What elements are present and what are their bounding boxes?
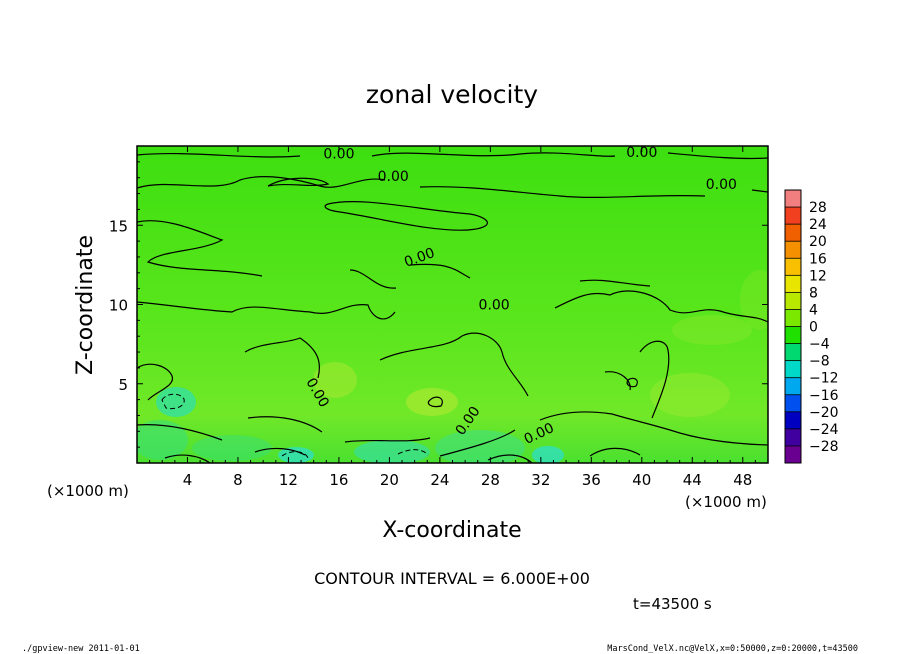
y-tick-label: 10 xyxy=(109,297,128,315)
colorbar-swatch xyxy=(785,275,801,293)
x-tick-label: 44 xyxy=(683,471,702,489)
x-tick-label: 16 xyxy=(329,471,348,489)
field-patch xyxy=(354,440,430,463)
field-patch xyxy=(313,362,357,398)
colorbar-label: 8 xyxy=(809,285,818,301)
chart-title: zonal velocity xyxy=(366,80,538,109)
y-tick-label: 15 xyxy=(109,217,128,235)
y-axis: 5 10 15 xyxy=(109,161,768,448)
zero-contours xyxy=(137,152,768,463)
colorbar-label: −12 xyxy=(809,371,839,387)
colorbar-swatch xyxy=(785,309,801,327)
x-tick-label: 4 xyxy=(183,471,193,489)
x-tick-label: 48 xyxy=(733,471,752,489)
colorbar-swatch xyxy=(785,343,801,361)
contour-label: 0.00 xyxy=(378,169,409,185)
field-patch xyxy=(650,373,730,417)
footer-right: MarsCond_VelX.nc@VelX,x=0:50000,z=0:2000… xyxy=(607,644,858,654)
colorbar-swatch xyxy=(785,241,801,259)
contour-label: 0.00 xyxy=(626,145,657,161)
colorbar-label: −20 xyxy=(809,405,839,421)
colorbar-swatch xyxy=(785,326,801,344)
colorbar-label: −4 xyxy=(809,337,830,353)
colorbar-swatch xyxy=(785,428,801,447)
x-tick-label: 40 xyxy=(632,471,651,489)
contour-label: 0.00 xyxy=(479,297,510,313)
colorbar-swatch xyxy=(785,394,801,413)
field-patch xyxy=(406,388,458,416)
x-tick-label: 32 xyxy=(531,471,550,489)
x-axis: 4 8 12 16 20 24 28 32 36 40 44 48 xyxy=(149,146,756,489)
footer-left: ./gpview-new 2011-01-01 xyxy=(22,644,140,654)
time-text: t=43500 s xyxy=(633,595,712,613)
colorbar-label: 4 xyxy=(809,302,818,318)
contour-label: 0.00 xyxy=(706,177,737,193)
x-unit-right-label: (×1000 m) xyxy=(685,493,767,511)
field-patch xyxy=(672,315,752,345)
colorbar-swatch xyxy=(785,360,801,378)
x-tick-label: 24 xyxy=(430,471,449,489)
colorbar-label: −16 xyxy=(809,388,839,404)
x-tick-label: 8 xyxy=(233,471,243,489)
contour-interval-text: CONTOUR INTERVAL = 6.000E+00 xyxy=(314,569,590,588)
x-tick-label: 12 xyxy=(279,471,298,489)
velocity-field xyxy=(137,146,768,463)
y-axis-label: Z-coordinate xyxy=(73,235,98,375)
x-tick-label: 36 xyxy=(582,471,601,489)
colorbar-label: 28 xyxy=(809,200,827,216)
colorbar-swatch xyxy=(785,411,801,430)
colorbar-label: −28 xyxy=(809,439,839,455)
colorbar-swatch xyxy=(785,207,801,225)
colorbar-label: 0 xyxy=(809,320,818,336)
x-tick-label: 20 xyxy=(380,471,399,489)
field-patch xyxy=(435,430,525,463)
negative-contours xyxy=(161,393,429,459)
x-axis-label: X-coordinate xyxy=(382,518,521,543)
colorbar-label: 20 xyxy=(809,234,827,250)
colorbar-swatch xyxy=(785,377,801,396)
field-patch xyxy=(278,447,314,463)
plot-area xyxy=(137,146,768,463)
field-patch xyxy=(156,387,196,417)
colorbar-label: −24 xyxy=(809,422,839,438)
colorbar-swatch xyxy=(785,190,801,208)
x-tick-label: 28 xyxy=(481,471,500,489)
contour-label: 0.00 xyxy=(323,147,354,163)
colorbar-swatch xyxy=(785,292,801,310)
colorbar-swatch xyxy=(785,258,801,276)
y-tick-label: 5 xyxy=(118,376,128,394)
colorbar-swatch xyxy=(785,445,801,464)
colorbar-label: 24 xyxy=(809,217,827,233)
field-patches xyxy=(137,270,768,463)
field-patch xyxy=(137,420,188,460)
colorbar-label: 16 xyxy=(809,251,827,267)
field-patch xyxy=(740,270,768,330)
x-unit-left-label: (×1000 m) xyxy=(47,482,129,500)
field-patch xyxy=(192,435,272,461)
colorbar-label: 12 xyxy=(809,268,827,284)
colorbar-swatch xyxy=(785,224,801,242)
colorbar-label: −8 xyxy=(809,354,830,370)
field-patch xyxy=(532,446,564,463)
